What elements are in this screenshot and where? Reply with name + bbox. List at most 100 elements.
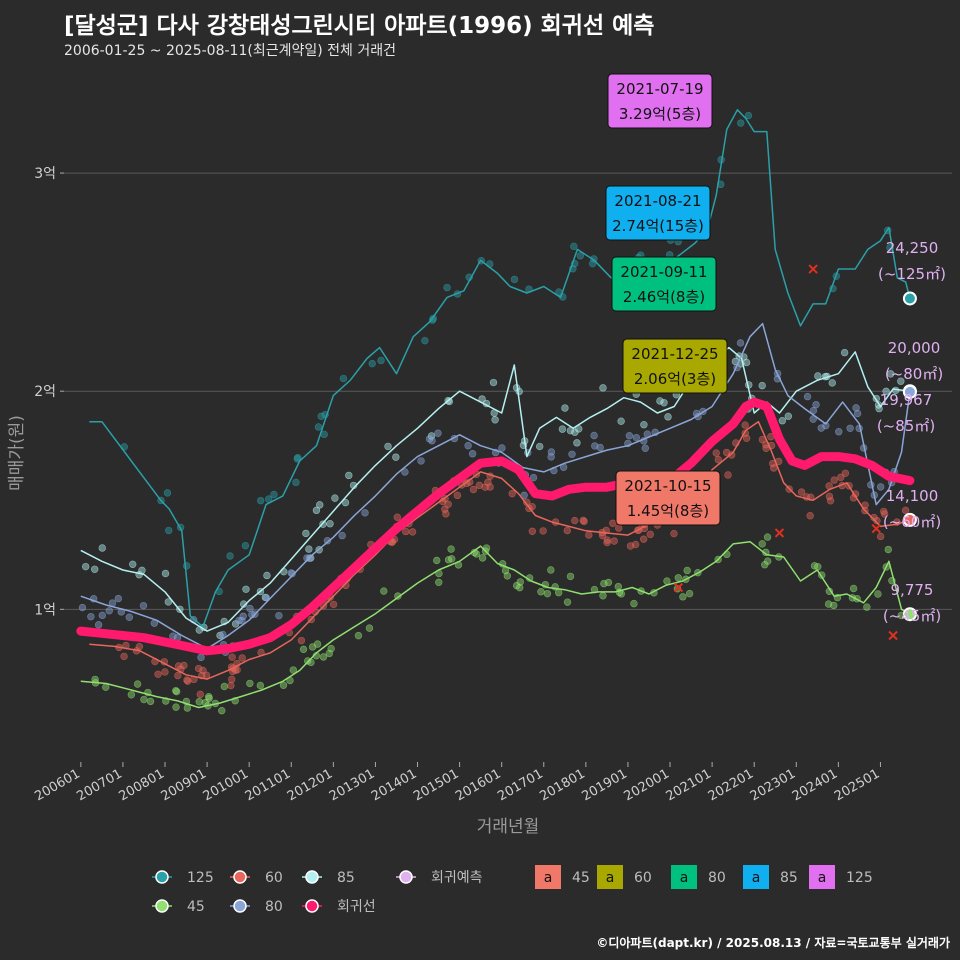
scatter-point-s60 [539, 527, 547, 535]
x-tick-label-18: 202401 [790, 766, 840, 804]
scatter-point-s60 [441, 505, 449, 513]
scatter-point-s60 [228, 675, 236, 684]
scatter-point-s45 [758, 540, 766, 548]
scatter-point-s80 [425, 435, 434, 443]
scatter-point-s80 [338, 531, 346, 540]
scatter-point-s45 [472, 550, 481, 558]
scatter-point-s45 [763, 533, 772, 541]
scatter-point-s60 [603, 536, 611, 544]
scatter-point-s45 [365, 624, 374, 632]
forecast-value-s45: 9,775 [891, 581, 934, 599]
regression-line [76, 397, 915, 656]
scatter-point-s125 [165, 526, 173, 535]
scatter-point-s80 [803, 392, 812, 401]
cancel-mark-1 [774, 528, 785, 538]
scatter-point-s80 [520, 491, 528, 500]
cancel-mark-4 [888, 630, 898, 641]
scatter-point-s45 [761, 561, 769, 569]
scatter-point-s60 [563, 526, 571, 535]
scatter-point-s85 [656, 397, 664, 405]
legend-marker-regression [305, 899, 319, 913]
annotation-price-0: 3.29억(5층) [619, 105, 701, 123]
scatter-point-s60 [830, 476, 838, 484]
scatter-point-s45 [600, 579, 608, 588]
scatter-point-s60 [797, 488, 806, 496]
annotation-price-4: 1.45억(8층) [627, 502, 709, 520]
legend-label-s45: 45 [187, 899, 205, 915]
legend-marker-s80 [233, 899, 247, 913]
scatter-point-s80 [822, 421, 830, 430]
scatter-point-s45 [814, 563, 822, 571]
scatter-point-s80 [835, 428, 843, 436]
annotation-2: 2021-09-11 2.46억(8층) [611, 256, 717, 312]
scatter-point-s80 [98, 611, 107, 620]
cancel-mark-0 [808, 264, 818, 274]
scatter-point-s85 [660, 399, 668, 407]
scatter-point-s80 [468, 449, 477, 458]
scatter-point-s85 [341, 498, 350, 507]
scatter-point-s45 [146, 697, 155, 706]
scatter-point-s80 [736, 339, 745, 347]
scatter-point-s85 [129, 560, 137, 569]
chart-title: [달성군] 다사 강창태성그린시티 아파트(1996) 회귀선 예측 [64, 13, 655, 39]
scatter-point-s60 [571, 516, 579, 525]
scatter-point-s60 [841, 469, 850, 477]
scatter-point-s45 [566, 572, 575, 581]
scatter-point-s45 [604, 578, 613, 587]
scatter-point-s45 [674, 574, 683, 582]
scatter-point-s45 [289, 666, 298, 674]
scatter-point-s85 [489, 378, 498, 387]
legend-box-glyph-4: a [818, 870, 827, 886]
series-line-s60 [89, 420, 911, 680]
scatter-point-s60 [609, 519, 617, 527]
scatter-point-s80 [809, 406, 818, 415]
annotation-box-4 [615, 470, 721, 526]
scatter-point-s60 [615, 524, 623, 532]
scatter-point-s85 [164, 598, 173, 606]
legend-marker-s60 [233, 870, 247, 884]
scatter-point-s85 [305, 545, 313, 553]
scatter-point-s85 [345, 471, 353, 480]
scatter-point-s80 [219, 630, 227, 639]
cancel-mark-2 [673, 582, 684, 593]
scatter-point-s60 [174, 671, 182, 680]
x-tick-label-15: 202101 [664, 766, 714, 804]
scatter-point-s85 [742, 358, 751, 367]
scatter-point-s60 [238, 654, 246, 662]
legend-box-0 [535, 865, 561, 889]
scatter-point-s45 [447, 545, 455, 553]
scatter-point-s80 [853, 409, 862, 418]
scatter-point-s125 [317, 412, 325, 421]
y-axis-title: 매매가(원) [7, 415, 27, 491]
scatter-point-s125 [443, 283, 451, 292]
scatter-point-s60 [876, 532, 885, 541]
scatter-point-s45 [127, 691, 136, 699]
scatter-point-s85 [445, 397, 454, 406]
scatter-point-s45 [563, 598, 572, 606]
scatter-point-s125 [339, 374, 348, 383]
series-line-s80 [80, 322, 911, 650]
scatter-point-s125 [292, 478, 300, 487]
scatter-point-s80 [417, 457, 425, 465]
legend-label-s125: 125 [187, 870, 214, 886]
scatter-point-s45 [183, 704, 192, 712]
scatter-point-s60 [769, 464, 778, 472]
scatter-point-s85 [302, 529, 310, 538]
scatter-point-s45 [218, 706, 226, 715]
legend-box-2 [671, 865, 697, 889]
scatter-point-s60 [442, 510, 450, 518]
scatter-point-s125 [293, 455, 302, 463]
scatter-point-s45 [220, 682, 229, 691]
legend-marker-s45 [155, 899, 169, 913]
annotation-box-3 [622, 338, 728, 394]
forecast-value-s60: 14,100 [886, 487, 939, 505]
scatter-point-s60 [453, 491, 462, 500]
scatter-point-s45 [863, 603, 871, 611]
scatter-point-s60 [120, 652, 128, 661]
scatter-point-s125 [737, 119, 745, 127]
scatter-point-s80 [632, 433, 641, 442]
scatter-point-s80 [498, 444, 506, 452]
x-tick-label-13: 201901 [579, 766, 629, 804]
scatter-point-s80 [275, 611, 283, 620]
